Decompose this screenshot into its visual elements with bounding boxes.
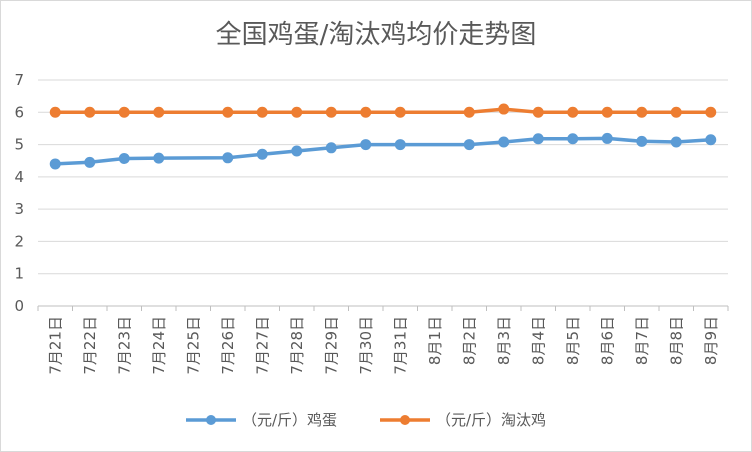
data-point: [325, 142, 337, 154]
x-axis: 7月21日 7月22日 7月23日 7月24日 7月25日 7月26日 7月27日 7月28日…: [37, 305, 729, 375]
x-tick-label: 7月29日: [322, 316, 340, 375]
data-point: [636, 106, 648, 118]
data-point: [532, 106, 544, 118]
data-point: [705, 134, 717, 146]
data-point: [153, 106, 165, 118]
data-point: [670, 106, 682, 118]
x-tick-label: 8月1日: [426, 316, 444, 365]
y-tick-label: 0: [14, 297, 24, 315]
x-tick-label: 7月30日: [357, 316, 375, 375]
legend: （元/斤）鸡蛋 （元/斤）淘汰鸡: [186, 411, 546, 429]
x-tick-label: 8月3日: [495, 316, 513, 365]
x-tick-label: 8月6日: [598, 316, 616, 365]
series-line: [55, 136, 711, 166]
y-tick-label: 7: [14, 71, 24, 89]
x-tick-label: 7月26日: [219, 316, 237, 375]
data-point: [601, 132, 613, 144]
y-tick-label: 4: [14, 168, 24, 186]
y-axis: 0 1 2 3 4 5 6 7: [14, 71, 24, 315]
y-tick-label: 2: [14, 232, 24, 250]
data-point: [118, 106, 130, 118]
legend-label: （元/斤）鸡蛋: [242, 411, 337, 429]
data-point: [360, 106, 372, 118]
data-point: [222, 152, 234, 164]
chart-title: 全国鸡蛋/淘汰鸡均价走势图: [215, 20, 537, 50]
legend-marker: [400, 415, 410, 425]
x-tick-label: 8月2日: [460, 316, 478, 365]
data-point: [84, 106, 96, 118]
x-tick-label: 8月5日: [564, 316, 582, 365]
data-point: [636, 135, 648, 147]
legend-marker: [206, 415, 216, 425]
data-point: [463, 139, 475, 151]
data-point: [567, 106, 579, 118]
data-point: [567, 133, 579, 145]
data-point: [222, 106, 234, 118]
data-point: [463, 106, 475, 118]
x-tick-label: 7月24日: [150, 316, 168, 375]
data-point: [394, 106, 406, 118]
y-tick-label: 1: [14, 265, 24, 283]
x-tick-label: 7月22日: [81, 316, 99, 375]
data-point: [601, 106, 613, 118]
data-point: [498, 103, 510, 115]
x-tick-label: 7月21日: [46, 316, 64, 375]
data-point: [394, 139, 406, 151]
x-tick-label: 8月4日: [529, 316, 547, 365]
y-tick-label: 6: [14, 103, 24, 121]
x-tick-label: 7月25日: [184, 316, 202, 375]
data-point: [49, 106, 61, 118]
data-point: [153, 152, 165, 164]
series-group: [49, 103, 717, 170]
x-tick-label: 7月28日: [288, 316, 306, 375]
data-point: [705, 106, 717, 118]
data-point: [498, 136, 510, 148]
y-tick-label: 3: [14, 200, 24, 218]
data-point: [49, 158, 61, 170]
x-tick-label: 8月9日: [702, 316, 720, 365]
data-point: [291, 145, 303, 157]
data-point: [360, 139, 372, 151]
y-tick-label: 5: [14, 136, 24, 154]
data-point: [256, 106, 268, 118]
x-tick-label: 8月7日: [633, 316, 651, 365]
data-point: [670, 136, 682, 148]
data-point: [84, 156, 96, 168]
data-point: [532, 133, 544, 145]
legend-label: （元/斤）淘汰鸡: [436, 411, 546, 429]
x-tick-label: 8月8日: [667, 316, 685, 365]
x-tick-label: 7月31日: [391, 316, 409, 375]
data-point: [291, 106, 303, 118]
x-tick-label: 7月27日: [253, 316, 271, 375]
data-point: [325, 106, 337, 118]
x-tick-label: 7月23日: [115, 316, 133, 375]
series-line: [55, 107, 711, 115]
data-point: [118, 152, 130, 164]
gridlines: [38, 79, 728, 275]
data-point: [256, 148, 268, 160]
